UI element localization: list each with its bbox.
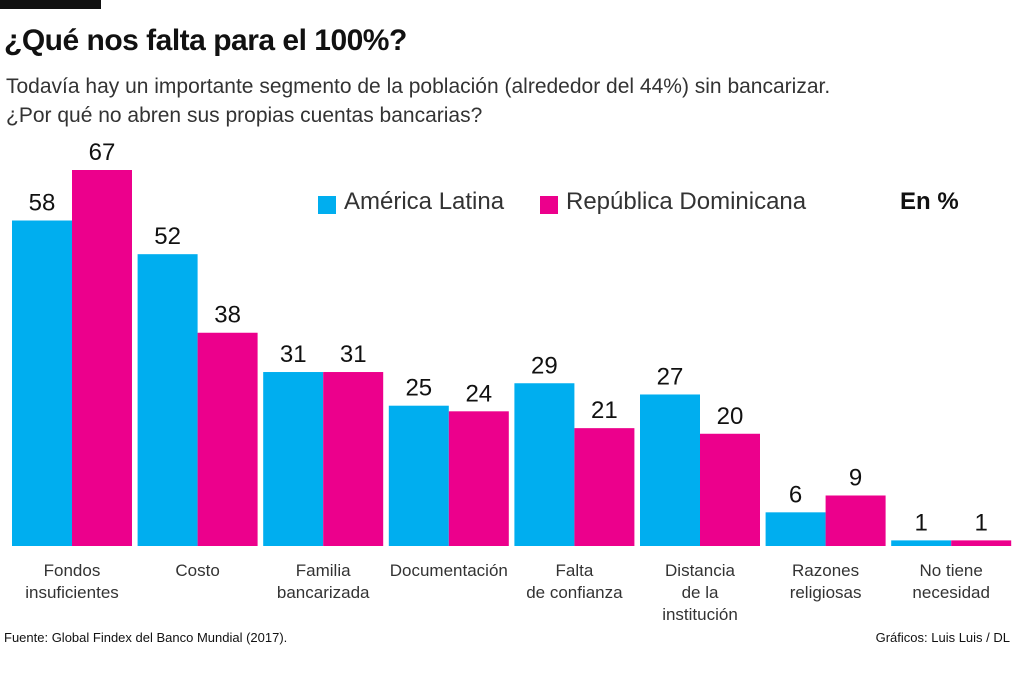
x-tick-label: No tiene necesidad	[912, 561, 990, 602]
legend-swatch	[318, 196, 336, 214]
bar	[891, 540, 952, 546]
bar	[700, 433, 760, 546]
top-rule	[0, 0, 101, 9]
value-label: 25	[405, 375, 432, 402]
value-label: 1	[975, 509, 988, 536]
x-tick-label: Familia bancarizada	[276, 561, 370, 602]
x-tick-label: Fondos insuficientes	[25, 561, 119, 602]
value-label: 58	[29, 190, 56, 217]
value-label: 1	[915, 509, 928, 536]
credit-note: Gráficos: Luis Luis / DL	[875, 630, 1010, 645]
bar	[514, 383, 575, 546]
unit-note: En %	[900, 188, 959, 215]
value-label: 67	[89, 139, 116, 166]
bar	[640, 394, 700, 546]
bar	[197, 332, 258, 546]
bar	[12, 220, 72, 547]
x-tick-label: Falta de confianza	[526, 561, 623, 602]
bar	[388, 405, 449, 546]
source-note: Fuente: Global Findex del Banco Mundial …	[4, 630, 288, 645]
x-tick-label: Distancia de la institución	[662, 561, 738, 624]
value-label: 31	[280, 341, 307, 368]
value-label: 29	[531, 352, 558, 379]
chart-title: ¿Qué nos falta para el 100%?	[4, 24, 407, 57]
value-label: 27	[657, 363, 684, 390]
value-label: 38	[214, 302, 241, 329]
value-label: 9	[849, 464, 862, 491]
bar	[574, 428, 635, 546]
bar	[951, 540, 1012, 546]
bar	[323, 372, 384, 546]
bar	[765, 512, 826, 546]
bar	[825, 495, 886, 546]
value-label: 6	[789, 481, 802, 508]
bar	[448, 411, 509, 546]
value-label: 52	[154, 223, 181, 250]
x-tick-label: Razones religiosas	[789, 561, 862, 602]
value-label: 20	[717, 403, 744, 430]
x-tick-label: Documentación	[389, 561, 508, 580]
bar	[72, 170, 132, 546]
value-label: 31	[340, 341, 367, 368]
legend-label: República Dominicana	[566, 188, 807, 215]
chart-subtitle: Todavía hay un importante segmento de la…	[6, 75, 831, 127]
x-tick-label: Costo	[175, 561, 220, 580]
bar	[137, 254, 198, 546]
value-label: 24	[465, 380, 492, 407]
legend-label: América Latina	[344, 188, 505, 215]
legend-swatch	[540, 196, 558, 214]
bar	[263, 372, 324, 546]
value-label: 21	[591, 397, 618, 424]
